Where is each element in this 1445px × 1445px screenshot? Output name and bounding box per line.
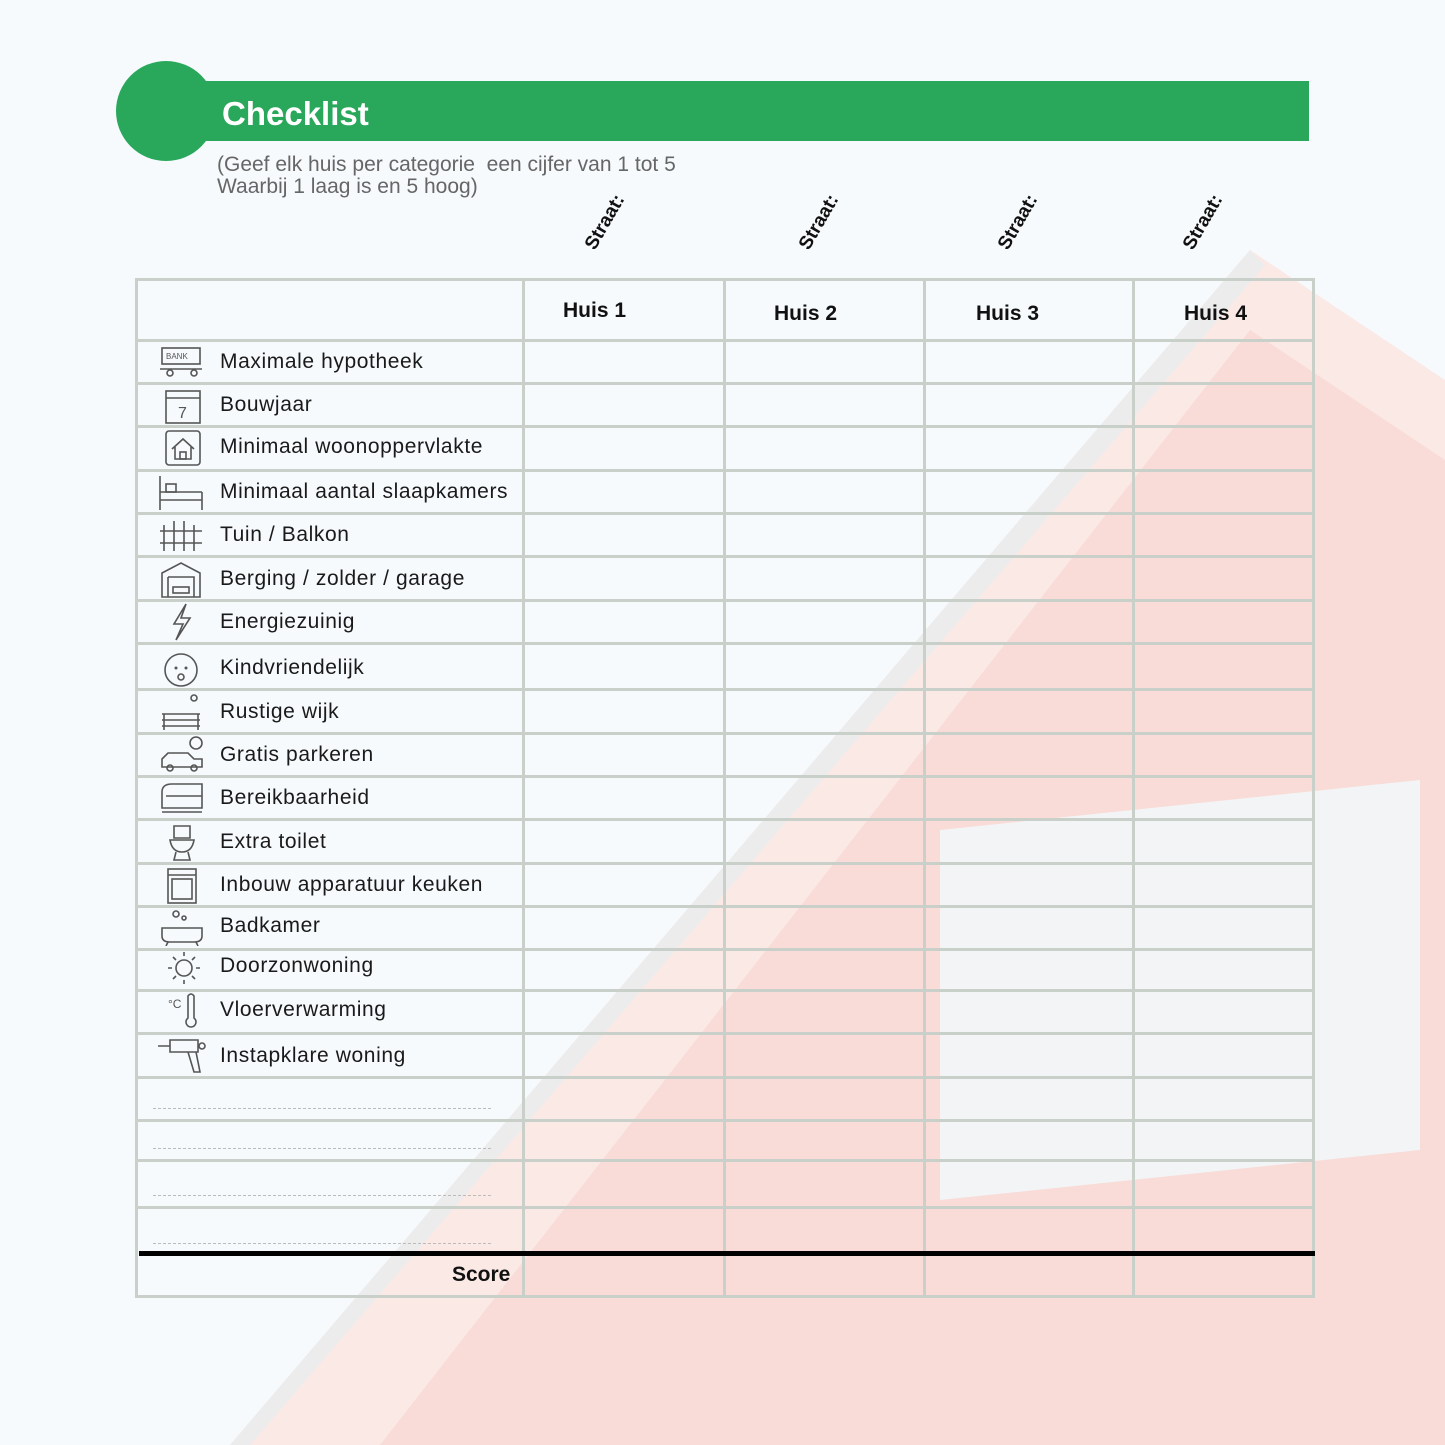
table-column-divider	[1132, 278, 1135, 1298]
svg-text:BANK: BANK	[166, 352, 188, 361]
svg-text:7: 7	[178, 405, 187, 422]
table-column-divider	[522, 278, 525, 1298]
table-row: Instapklare woning	[156, 1036, 406, 1076]
train-icon	[161, 783, 203, 813]
blank-entry-line[interactable]	[153, 1148, 491, 1149]
table-row: Minimaal aantal slaapkamers	[156, 472, 508, 512]
score-label: Score	[452, 1263, 511, 1286]
table-row: Energiezuinig	[156, 602, 355, 642]
bed-icon	[159, 476, 203, 510]
column-header-huis-3: Huis 3	[976, 302, 1040, 325]
thermometer-icon: °C	[168, 993, 197, 1028]
table-row: BANK Maximale hypotheek	[156, 342, 423, 382]
row-label: Vloerverwarming	[220, 998, 387, 1021]
table-row: Rustige wijk	[156, 692, 339, 732]
table-column-divider	[723, 278, 726, 1298]
table-column-divider	[923, 278, 926, 1298]
garage-icon	[161, 562, 201, 598]
table-row-divider	[137, 1076, 1315, 1079]
row-label: Rustige wijk	[220, 700, 340, 723]
table-row-divider	[137, 555, 1315, 558]
row-label: Inbouw apparatuur keuken	[220, 873, 484, 896]
table-row-divider	[137, 732, 1315, 735]
fence-icon	[160, 521, 202, 551]
table-row: Berging / zolder / garage	[156, 559, 465, 599]
column-header-huis-2: Huis 2	[774, 302, 838, 325]
column-header-huis-4: Huis 4	[1184, 302, 1248, 325]
table-row-divider	[137, 862, 1315, 865]
score-separator	[139, 1251, 1315, 1256]
blank-entry-line[interactable]	[153, 1195, 491, 1196]
table-row-divider	[137, 1159, 1315, 1162]
table-row: Extra toilet	[156, 822, 326, 862]
row-label: Kindvriendelijk	[220, 656, 365, 679]
row-label: Energiezuinig	[220, 610, 356, 633]
table-row-divider	[137, 1206, 1315, 1209]
table-row-divider	[137, 688, 1315, 691]
table-row: Bereikbaarheid	[156, 778, 370, 818]
row-label: Instapklare woning	[220, 1044, 406, 1067]
bathtub-icon	[161, 910, 203, 946]
table-row-divider	[137, 775, 1315, 778]
blank-entry-line[interactable]	[153, 1243, 491, 1244]
table-row-divider	[137, 278, 1315, 281]
table-row-divider	[137, 1119, 1315, 1122]
table-row-divider	[137, 989, 1315, 992]
table-row: 7 Bouwjaar	[156, 385, 312, 425]
row-label: Berging / zolder / garage	[220, 567, 465, 590]
bank-truck-icon: BANK	[160, 347, 202, 377]
table-row-divider	[137, 425, 1315, 428]
table-row-divider	[137, 1295, 1315, 1298]
page-title: Checklist	[222, 95, 369, 132]
row-label: Badkamer	[220, 914, 321, 937]
baby-icon	[164, 653, 198, 687]
row-label: Bouwjaar	[220, 393, 313, 416]
oven-icon	[167, 868, 197, 904]
table-row: °C Vloerverwarming	[156, 990, 387, 1030]
row-label: Tuin / Balkon	[220, 523, 350, 546]
table-row-divider	[137, 905, 1315, 908]
svg-text:°C: °C	[168, 997, 182, 1011]
table-column-divider	[135, 278, 138, 1298]
sun-icon	[168, 952, 200, 984]
parking-car-icon	[161, 736, 203, 772]
table-row-divider	[137, 948, 1315, 951]
table-row-divider	[137, 512, 1315, 515]
row-label: Doorzonwoning	[220, 954, 374, 977]
table-row-divider	[137, 339, 1315, 342]
drill-icon	[158, 1039, 206, 1073]
toilet-icon	[169, 825, 195, 861]
table-row-divider	[137, 382, 1315, 385]
row-label: Extra toilet	[220, 830, 327, 853]
table-row-divider	[137, 818, 1315, 821]
table-row: Doorzonwoning	[156, 946, 374, 986]
house-icon	[165, 430, 201, 466]
table-row-divider	[137, 599, 1315, 602]
table-row: Tuin / Balkon	[156, 515, 350, 555]
table-row: Badkamer	[156, 906, 321, 946]
row-label: Maximale hypotheek	[220, 350, 424, 373]
table-row: Kindvriendelijk	[156, 648, 364, 688]
row-label: Gratis parkeren	[220, 743, 374, 766]
blank-entry-line[interactable]	[153, 1108, 491, 1109]
row-label: Bereikbaarheid	[220, 786, 370, 809]
table-row: Minimaal woonoppervlakte	[156, 427, 483, 467]
row-label: Minimaal aantal slaapkamers	[220, 480, 509, 503]
header-banner	[190, 81, 1309, 141]
table-row: Inbouw apparatuur keuken	[156, 865, 483, 905]
row-label: Minimaal woonoppervlakte	[220, 435, 484, 458]
column-header-huis-1: Huis 1	[563, 299, 627, 322]
bench-icon	[162, 694, 200, 730]
table-row: Gratis parkeren	[156, 735, 374, 775]
instructions: (Geef elk huis per categorie een cijfer …	[217, 153, 676, 198]
table-row-divider	[137, 1032, 1315, 1035]
lightning-icon	[172, 603, 192, 641]
table-row-divider	[137, 469, 1315, 472]
calendar-icon: 7	[165, 390, 201, 424]
table-column-divider	[1312, 278, 1315, 1298]
table-row-divider	[137, 642, 1315, 645]
